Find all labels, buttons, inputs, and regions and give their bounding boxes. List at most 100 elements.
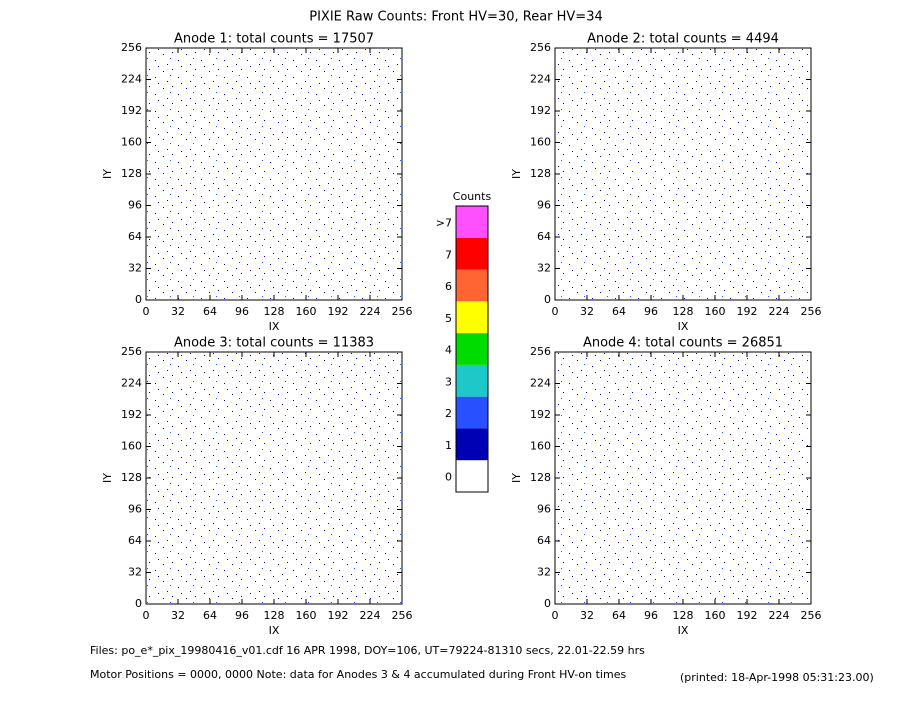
x-axis-label: IX <box>678 624 689 637</box>
x-tick-label: 256 <box>392 609 413 622</box>
x-tick-label: 64 <box>612 609 626 622</box>
y-tick-label: 192 <box>121 408 142 421</box>
colorbar-label: 6 <box>445 280 452 293</box>
y-tick-label: 0 <box>544 293 551 306</box>
y-tick-label: 192 <box>121 104 142 117</box>
y-tick-label: 32 <box>537 566 551 579</box>
colorbar-label: 2 <box>445 407 452 420</box>
x-tick-label: 32 <box>580 305 594 318</box>
y-tick-label: 128 <box>121 471 142 484</box>
y-tick-label: 64 <box>128 534 142 547</box>
files-note: Files: po_e*_pix_19980416_v01.cdf 16 APR… <box>90 644 645 657</box>
page-title: PIXIE Raw Counts: Front HV=30, Rear HV=3… <box>309 10 603 25</box>
colorbar-swatch <box>456 364 488 397</box>
panel-title: Anode 2: total counts = 4494 <box>587 32 779 47</box>
y-axis-label: IY <box>101 169 114 179</box>
y-tick-label: 192 <box>530 408 551 421</box>
panel-title: Anode 4: total counts = 26851 <box>583 336 783 351</box>
x-tick-label: 0 <box>143 609 150 622</box>
x-tick-label: 160 <box>705 609 726 622</box>
x-tick-label: 128 <box>673 609 694 622</box>
y-tick-label: 0 <box>135 293 142 306</box>
y-tick-label: 160 <box>530 440 551 453</box>
x-tick-label: 192 <box>328 305 349 318</box>
colorbar-swatch <box>456 237 488 270</box>
y-tick-label: 96 <box>128 199 142 212</box>
y-tick-label: 0 <box>544 597 551 610</box>
x-tick-label: 160 <box>705 305 726 318</box>
y-tick-label: 192 <box>530 104 551 117</box>
x-tick-label: 224 <box>360 609 381 622</box>
x-tick-label: 96 <box>235 305 249 318</box>
x-tick-label: 0 <box>552 305 559 318</box>
colorbar-label: 7 <box>445 248 452 261</box>
colorbar-swatch <box>456 460 488 492</box>
y-tick-label: 128 <box>121 167 142 180</box>
x-tick-label: 32 <box>580 609 594 622</box>
y-tick-label: 256 <box>121 345 142 358</box>
x-tick-label: 128 <box>264 305 285 318</box>
y-tick-label: 256 <box>530 41 551 54</box>
x-tick-label: 256 <box>801 305 822 318</box>
colorbar-label: 1 <box>445 439 452 452</box>
count-texture <box>146 352 402 604</box>
x-tick-label: 128 <box>673 305 694 318</box>
colorbar-label: 4 <box>445 344 452 357</box>
y-tick-label: 224 <box>121 73 142 86</box>
x-tick-label: 192 <box>737 305 758 318</box>
colorbar-label: 5 <box>445 312 452 325</box>
colorbar-swatch <box>456 301 488 334</box>
y-tick-label: 256 <box>121 41 142 54</box>
count-texture <box>146 48 402 300</box>
x-tick-label: 64 <box>203 305 217 318</box>
x-tick-label: 224 <box>769 609 790 622</box>
colorbar-swatch <box>456 206 488 238</box>
colorbar-label: >7 <box>436 216 452 229</box>
y-tick-label: 128 <box>530 471 551 484</box>
y-tick-label: 224 <box>530 73 551 86</box>
y-axis-label: IY <box>510 473 523 483</box>
x-tick-label: 64 <box>203 609 217 622</box>
x-axis-label: IX <box>269 320 280 333</box>
y-tick-label: 0 <box>135 597 142 610</box>
x-tick-label: 192 <box>737 609 758 622</box>
colorbar-title: Counts <box>453 190 492 203</box>
x-tick-label: 32 <box>171 305 185 318</box>
x-tick-label: 192 <box>328 609 349 622</box>
x-tick-label: 128 <box>264 609 285 622</box>
y-tick-label: 64 <box>537 230 551 243</box>
x-tick-label: 160 <box>296 305 317 318</box>
panel-title: Anode 3: total counts = 11383 <box>174 336 374 351</box>
x-tick-label: 64 <box>612 305 626 318</box>
y-tick-label: 224 <box>530 377 551 390</box>
y-tick-label: 32 <box>128 262 142 275</box>
y-tick-label: 32 <box>128 566 142 579</box>
y-tick-label: 128 <box>530 167 551 180</box>
colorbar-label: 0 <box>445 471 452 484</box>
x-tick-label: 96 <box>644 305 658 318</box>
colorbar-frame <box>455 205 489 493</box>
y-tick-label: 256 <box>530 345 551 358</box>
y-tick-label: 96 <box>537 503 551 516</box>
y-tick-label: 160 <box>121 440 142 453</box>
printed-note: (printed: 18-Apr-1998 05:31:23.00) <box>680 671 874 684</box>
x-tick-label: 256 <box>801 609 822 622</box>
y-tick-label: 96 <box>537 199 551 212</box>
y-tick-label: 96 <box>128 503 142 516</box>
x-axis-label: IX <box>678 320 689 333</box>
y-tick-label: 64 <box>128 230 142 243</box>
y-axis-label: IY <box>510 169 523 179</box>
y-tick-label: 224 <box>121 377 142 390</box>
x-tick-label: 0 <box>143 305 150 318</box>
y-tick-label: 160 <box>530 136 551 149</box>
x-tick-label: 96 <box>644 609 658 622</box>
x-tick-label: 32 <box>171 609 185 622</box>
colorbar-swatch <box>456 269 488 302</box>
x-tick-label: 224 <box>769 305 790 318</box>
y-tick-label: 32 <box>537 262 551 275</box>
motor-note: Motor Positions = 0000, 0000 Note: data … <box>90 668 626 681</box>
colorbar-swatch <box>456 396 488 429</box>
colorbar-swatch <box>456 333 488 365</box>
x-tick-label: 0 <box>552 609 559 622</box>
